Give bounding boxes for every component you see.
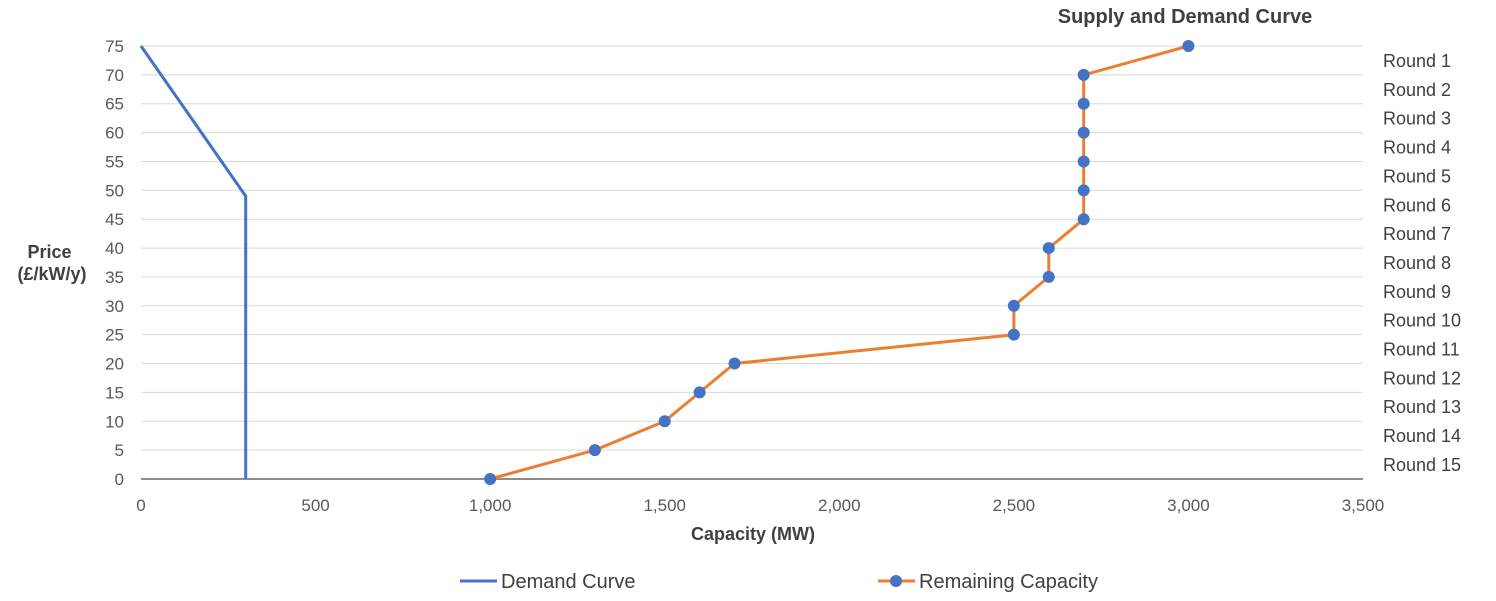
y-axis-title-line-1: Price xyxy=(27,242,71,262)
x-tick-label: 1,500 xyxy=(643,496,686,515)
round-label: Round 3 xyxy=(1383,109,1451,129)
remaining-capacity-point xyxy=(484,473,497,485)
y-tick-label: 75 xyxy=(105,37,124,56)
remaining-capacity-point xyxy=(588,444,601,457)
remaining-capacity-point xyxy=(1007,299,1020,312)
x-tick-label: 2,000 xyxy=(818,496,861,515)
remaining-capacity-point xyxy=(728,357,741,370)
remaining-capacity-point xyxy=(1042,242,1055,255)
round-label: Round 5 xyxy=(1383,166,1451,186)
y-tick-label: 35 xyxy=(105,268,124,287)
y-tick-label: 50 xyxy=(105,181,124,200)
y-tick-label: 45 xyxy=(105,210,124,229)
legend-supply-marker xyxy=(890,575,902,587)
x-tick-label: 3,500 xyxy=(1342,496,1385,515)
y-tick-label: 20 xyxy=(105,355,124,374)
y-tick-label: 40 xyxy=(105,239,124,258)
round-label: Round 4 xyxy=(1383,138,1451,158)
y-axis-title-line-2: (£/kW/y) xyxy=(17,264,86,284)
remaining-capacity-point xyxy=(1007,328,1020,341)
x-tick-label: 500 xyxy=(301,496,329,515)
y-tick-label: 70 xyxy=(105,66,124,85)
x-axis-title: Capacity (MW) xyxy=(691,524,815,544)
round-label: Round 15 xyxy=(1383,455,1461,475)
remaining-capacity-point xyxy=(658,415,671,428)
y-tick-label: 15 xyxy=(105,383,124,402)
round-label: Round 7 xyxy=(1383,224,1451,244)
y-tick-label: 25 xyxy=(105,326,124,345)
round-labels: Round 1 Round 2 Round 3 Round 4 Round 5 Round… xyxy=(1383,51,1461,475)
round-label: Round 13 xyxy=(1383,397,1461,417)
demand-curve-line xyxy=(139,45,248,479)
legend-item-demand-curve: Demand Curve xyxy=(460,571,636,593)
round-label: Round 12 xyxy=(1383,368,1461,388)
remaining-capacity-point xyxy=(1077,126,1090,139)
y-tick-label: 60 xyxy=(105,124,124,143)
round-label: Round 14 xyxy=(1383,426,1461,446)
remaining-capacity-point xyxy=(1077,68,1090,81)
remaining-capacity-point xyxy=(1077,184,1090,197)
round-label: Round 10 xyxy=(1383,311,1461,331)
remaining-capacity-point xyxy=(1077,213,1090,226)
y-axis-title: Price (£/kW/y) xyxy=(17,242,86,284)
x-tick-label: 1,000 xyxy=(469,496,512,515)
remaining-capacity-point xyxy=(1042,270,1055,283)
round-label: Round 2 xyxy=(1383,80,1451,100)
x-tick-label: 2,500 xyxy=(993,496,1036,515)
legend-demand-label: Demand Curve xyxy=(501,571,636,593)
y-tick-label: 65 xyxy=(105,95,124,114)
y-tick-label: 10 xyxy=(105,412,124,431)
y-tick-label: 5 xyxy=(115,441,124,460)
legend-supply-label: Remaining Capacity xyxy=(919,571,1098,593)
remaining-capacity-point xyxy=(1182,40,1195,52)
remaining-capacity-line xyxy=(489,44,1189,481)
round-label: Round 6 xyxy=(1383,195,1451,215)
x-tick-label: 0 xyxy=(136,496,145,515)
y-tick-label: 0 xyxy=(115,470,124,489)
legend-item-remaining-capacity: Remaining Capacity xyxy=(878,571,1098,593)
y-tick-label: 55 xyxy=(105,152,124,171)
remaining-capacity-point xyxy=(693,386,706,399)
chart-title: Supply and Demand Curve xyxy=(1058,6,1313,28)
series-layer xyxy=(139,40,1195,485)
x-axis-ticks: 0 500 1,000 1,500 2,000 2,500 3,000 3,500 xyxy=(136,496,1384,515)
round-label: Round 8 xyxy=(1383,253,1451,273)
y-tick-label: 30 xyxy=(105,297,124,316)
y-axis-ticks: 0 5 10 15 20 25 30 35 40 45 50 55 60 65 70 75 xyxy=(105,37,124,489)
x-tick-label: 3,000 xyxy=(1167,496,1210,515)
remaining-capacity-point xyxy=(1077,97,1090,110)
legend: Demand Curve Remaining Capacity xyxy=(460,571,1098,593)
round-label: Round 9 xyxy=(1383,282,1451,302)
gridlines xyxy=(141,45,1363,451)
round-label: Round 1 xyxy=(1383,51,1451,71)
remaining-capacity-point xyxy=(1077,155,1090,168)
round-label: Round 11 xyxy=(1383,340,1460,360)
